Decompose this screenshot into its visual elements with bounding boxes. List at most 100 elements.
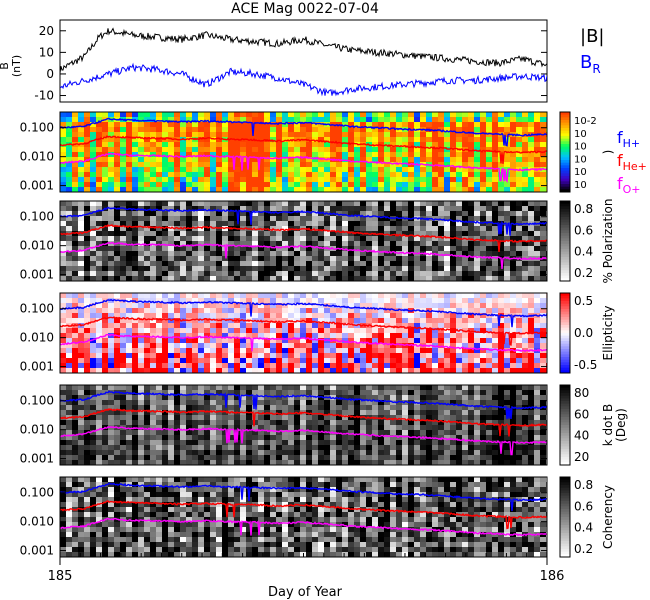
heatmap-cell	[252, 266, 258, 271]
legend-gyrofrequency: fHe+	[617, 151, 647, 173]
heatmap-cell	[96, 435, 102, 440]
heatmap-cell	[540, 343, 546, 348]
heatmap-cell	[486, 137, 492, 142]
heatmap-cell	[282, 298, 288, 303]
heatmap-cell	[276, 132, 282, 137]
heatmap-cell	[276, 460, 282, 465]
heatmap-cell	[378, 353, 384, 358]
heatmap-cell	[456, 177, 462, 182]
heatmap-cell	[162, 271, 168, 276]
heatmap-cell	[252, 231, 258, 236]
heatmap-cell	[354, 117, 360, 122]
colorbar-segment	[560, 365, 570, 369]
heatmap-cell	[138, 460, 144, 465]
heatmap-cell	[132, 348, 138, 353]
heatmap-cell	[210, 410, 216, 415]
heatmap-cell	[264, 276, 270, 281]
heatmap-cell	[186, 445, 192, 450]
heatmap-cell	[102, 182, 108, 187]
heatmap-cell	[366, 167, 372, 172]
heatmap-cell	[252, 308, 258, 313]
heatmap-cell	[366, 276, 372, 281]
heatmap-cell	[246, 400, 252, 405]
heatmap-cell	[120, 363, 126, 368]
heatmap-cell	[390, 226, 396, 231]
y-tick-label: 0.001	[20, 360, 54, 374]
heatmap-cell	[198, 226, 204, 231]
heatmap-cell	[360, 152, 366, 157]
heatmap-cell	[108, 363, 114, 368]
heatmap-cell	[474, 251, 480, 256]
colorbar-segment	[560, 133, 570, 137]
heatmap-cell	[510, 187, 516, 192]
heatmap-cell	[198, 318, 204, 323]
heatmap-cell	[294, 338, 300, 343]
heatmap-cell	[522, 201, 528, 206]
heatmap-cell	[372, 425, 378, 430]
heatmap-cell	[240, 152, 246, 157]
heatmap-cell	[240, 132, 246, 137]
heatmap-cell	[264, 162, 270, 167]
heatmap-cell	[312, 318, 318, 323]
heatmap-cell	[66, 276, 72, 281]
heatmap-cell	[468, 127, 474, 132]
heatmap-cell	[528, 368, 534, 373]
heatmap-cell	[246, 236, 252, 241]
heatmap-cell	[96, 308, 102, 313]
gyrofrequency-line	[60, 241, 547, 269]
heatmap-cell	[108, 415, 114, 420]
heatmap-cell	[426, 368, 432, 373]
heatmap-cell	[378, 425, 384, 430]
heatmap-cell	[528, 318, 534, 323]
heatmap-cell	[540, 318, 546, 323]
heatmap-cell	[90, 440, 96, 445]
heatmap-cell	[528, 293, 534, 298]
heatmap-cell	[396, 172, 402, 177]
heatmap-cell	[420, 187, 426, 192]
heatmap-cell	[210, 343, 216, 348]
heatmap-cell	[186, 211, 192, 216]
heatmap-cell	[138, 385, 144, 390]
colorbar-tick-label: 10	[574, 142, 587, 153]
heatmap-cell	[480, 122, 486, 127]
heatmap-cell	[180, 293, 186, 298]
heatmap-cell	[60, 405, 66, 410]
heatmap-cell	[474, 368, 480, 373]
heatmap-cell	[510, 117, 516, 122]
heatmap-cell	[102, 221, 108, 226]
heatmap-cell	[120, 127, 126, 132]
heatmap-cell	[534, 271, 540, 276]
heatmap-cell	[180, 152, 186, 157]
heatmap-cell	[336, 117, 342, 122]
heatmap-cell	[360, 298, 366, 303]
heatmap-cell	[468, 147, 474, 152]
heatmap-cell	[270, 415, 276, 420]
heatmap-cell	[432, 167, 438, 172]
heatmap-cell	[186, 363, 192, 368]
heatmap-cell	[456, 308, 462, 313]
heatmap-cell	[522, 152, 528, 157]
heatmap-cell	[312, 147, 318, 152]
heatmap-cell	[198, 343, 204, 348]
heatmap-cell	[384, 363, 390, 368]
heatmap-cell	[372, 271, 378, 276]
heatmap-cell	[264, 167, 270, 172]
heatmap-cell	[390, 293, 396, 298]
heatmap-cell	[198, 127, 204, 132]
heatmap-cell	[408, 333, 414, 338]
heatmap-cell	[252, 338, 258, 343]
colorbar-segment	[560, 362, 570, 366]
heatmap-cell	[444, 246, 450, 251]
heatmap-cell	[474, 303, 480, 308]
heatmap-cell	[96, 231, 102, 236]
heatmap-cell	[90, 266, 96, 271]
heatmap-cell	[126, 271, 132, 276]
heatmap-cell	[162, 211, 168, 216]
heatmap-cell	[138, 256, 144, 261]
heatmap-cell	[132, 450, 138, 455]
heatmap-cell	[534, 368, 540, 373]
heatmap-cell	[84, 211, 90, 216]
heatmap-cell	[288, 405, 294, 410]
heatmap-cell	[324, 201, 330, 206]
